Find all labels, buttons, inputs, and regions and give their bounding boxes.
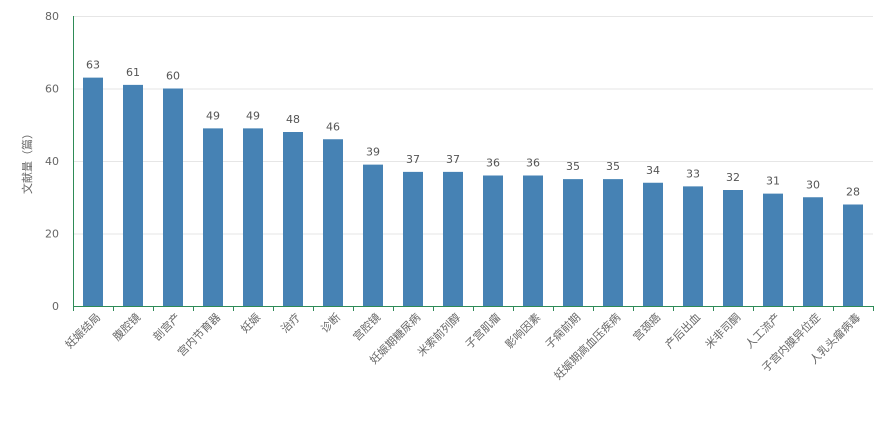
x-tick-label: 腹腔镜 [110, 310, 143, 343]
bar [243, 128, 263, 306]
data-label: 36 [486, 157, 500, 170]
x-tick-label: 妊娠结局 [62, 310, 103, 351]
bar [443, 171, 463, 306]
data-label: 35 [606, 160, 620, 173]
data-label: 36 [526, 157, 540, 170]
data-label: 63 [86, 59, 100, 72]
bar [763, 193, 783, 306]
bar [363, 164, 383, 306]
x-tick-label: 剖宫产 [150, 310, 183, 343]
data-label: 49 [206, 109, 220, 122]
bar [123, 84, 143, 306]
y-tick-label: 0 [52, 300, 59, 313]
bar [83, 77, 103, 306]
data-label: 37 [406, 153, 420, 166]
x-tick-label: 妊娠期高血压疾病 [551, 310, 623, 382]
x-tick-label: 妊娠 [238, 310, 263, 335]
data-label: 30 [806, 178, 820, 191]
x-tick-label: 宫内节育器 [174, 310, 223, 359]
bar [843, 204, 863, 306]
x-tick-label: 米索前列醇 [414, 310, 463, 359]
y-tick-label: 60 [45, 83, 59, 96]
bar [403, 171, 423, 306]
bar [683, 186, 703, 306]
bar [283, 132, 303, 306]
bar [163, 88, 183, 306]
data-label: 46 [326, 120, 340, 133]
y-tick-label: 40 [45, 155, 59, 168]
y-tick-label: 80 [45, 10, 59, 23]
data-label: 60 [166, 70, 180, 83]
y-axis-title: 文献量（篇） [20, 128, 34, 194]
bar [723, 190, 743, 306]
bar [203, 128, 223, 306]
data-label: 31 [766, 175, 780, 188]
x-tick-label: 影响因素 [503, 311, 543, 351]
bar [803, 197, 823, 306]
x-tick-label: 子宫肌瘤 [462, 310, 503, 351]
data-label: 61 [126, 66, 140, 79]
bar [643, 182, 663, 306]
data-label: 34 [646, 164, 660, 177]
data-label: 49 [246, 109, 260, 122]
bar [523, 175, 543, 306]
x-tick-label: 产后出血 [662, 310, 703, 351]
bar [603, 179, 623, 306]
bar-layer [83, 77, 863, 306]
bar [483, 175, 503, 306]
data-label: 39 [366, 146, 380, 159]
x-tick-label: 宫腔镜 [350, 310, 383, 343]
data-label: 35 [566, 160, 580, 173]
x-tick-label: 治疗 [278, 310, 303, 335]
data-label: 32 [726, 171, 740, 184]
grid-layer [73, 16, 873, 235]
data-label: 37 [446, 153, 460, 166]
data-label: 48 [286, 113, 300, 126]
x-tick-label: 子痫前期 [542, 310, 583, 351]
axis-layer [73, 16, 874, 311]
data-label: 33 [686, 167, 700, 180]
x-tick-label: 米非司酮 [703, 311, 743, 351]
x-tick-label: 人工流产 [742, 310, 783, 351]
bar [323, 139, 343, 306]
x-tick-label: 宫颈癌 [630, 310, 663, 343]
y-tick-label: 20 [45, 228, 59, 241]
x-tick-label: 诊断 [318, 310, 343, 335]
data-label: 28 [846, 186, 860, 199]
bar [563, 179, 583, 306]
